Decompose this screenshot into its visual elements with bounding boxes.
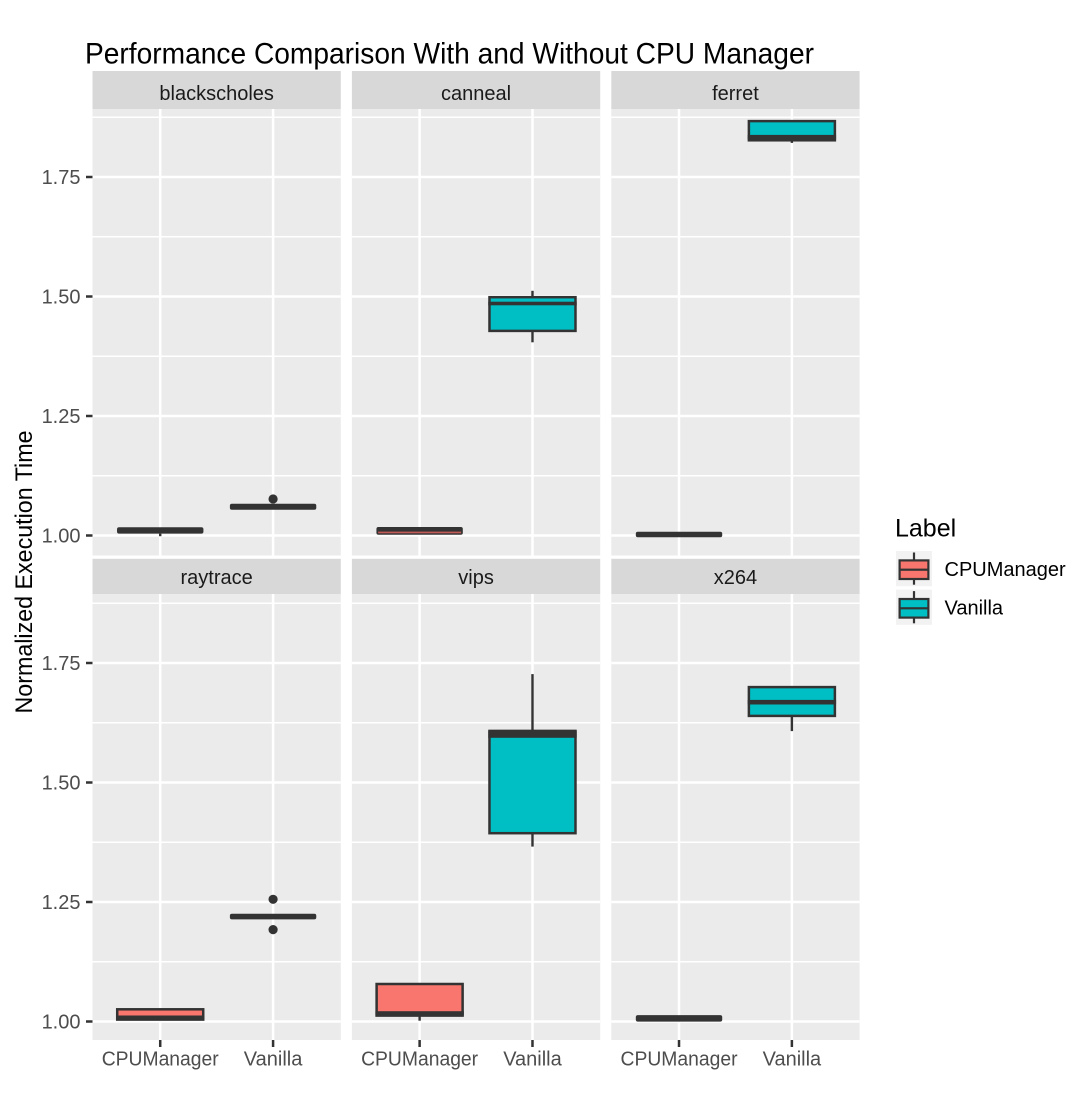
svg-text:CPUManager: CPUManager: [102, 1049, 219, 1071]
svg-text:Vanilla: Vanilla: [503, 1049, 562, 1071]
svg-text:1.75: 1.75: [42, 167, 81, 189]
svg-text:Normalized Execution Time: Normalized Execution Time: [11, 431, 38, 714]
svg-text:ferret: ferret: [712, 83, 759, 105]
svg-text:1.50: 1.50: [42, 773, 81, 795]
svg-text:1.00: 1.00: [42, 526, 81, 548]
svg-text:canneal: canneal: [441, 83, 511, 105]
svg-text:1.00: 1.00: [42, 1012, 81, 1034]
svg-text:CPUManager: CPUManager: [361, 1049, 478, 1071]
svg-text:raytrace: raytrace: [181, 567, 253, 589]
svg-text:1.75: 1.75: [42, 653, 81, 675]
svg-text:Label: Label: [895, 515, 956, 543]
svg-text:blackscholes: blackscholes: [159, 83, 274, 105]
svg-text:Vanilla: Vanilla: [244, 1049, 303, 1071]
svg-text:CPUManager: CPUManager: [621, 1049, 738, 1071]
svg-text:Performance Comparison With an: Performance Comparison With and Without …: [85, 38, 814, 71]
svg-text:x264: x264: [714, 567, 757, 589]
svg-text:CPUManager: CPUManager: [945, 559, 1067, 581]
svg-text:vips: vips: [458, 567, 494, 589]
svg-text:Vanilla: Vanilla: [945, 597, 1004, 619]
svg-text:1.50: 1.50: [42, 287, 81, 309]
svg-text:Vanilla: Vanilla: [763, 1049, 822, 1071]
svg-text:1.25: 1.25: [42, 406, 81, 428]
svg-text:1.25: 1.25: [42, 892, 81, 914]
